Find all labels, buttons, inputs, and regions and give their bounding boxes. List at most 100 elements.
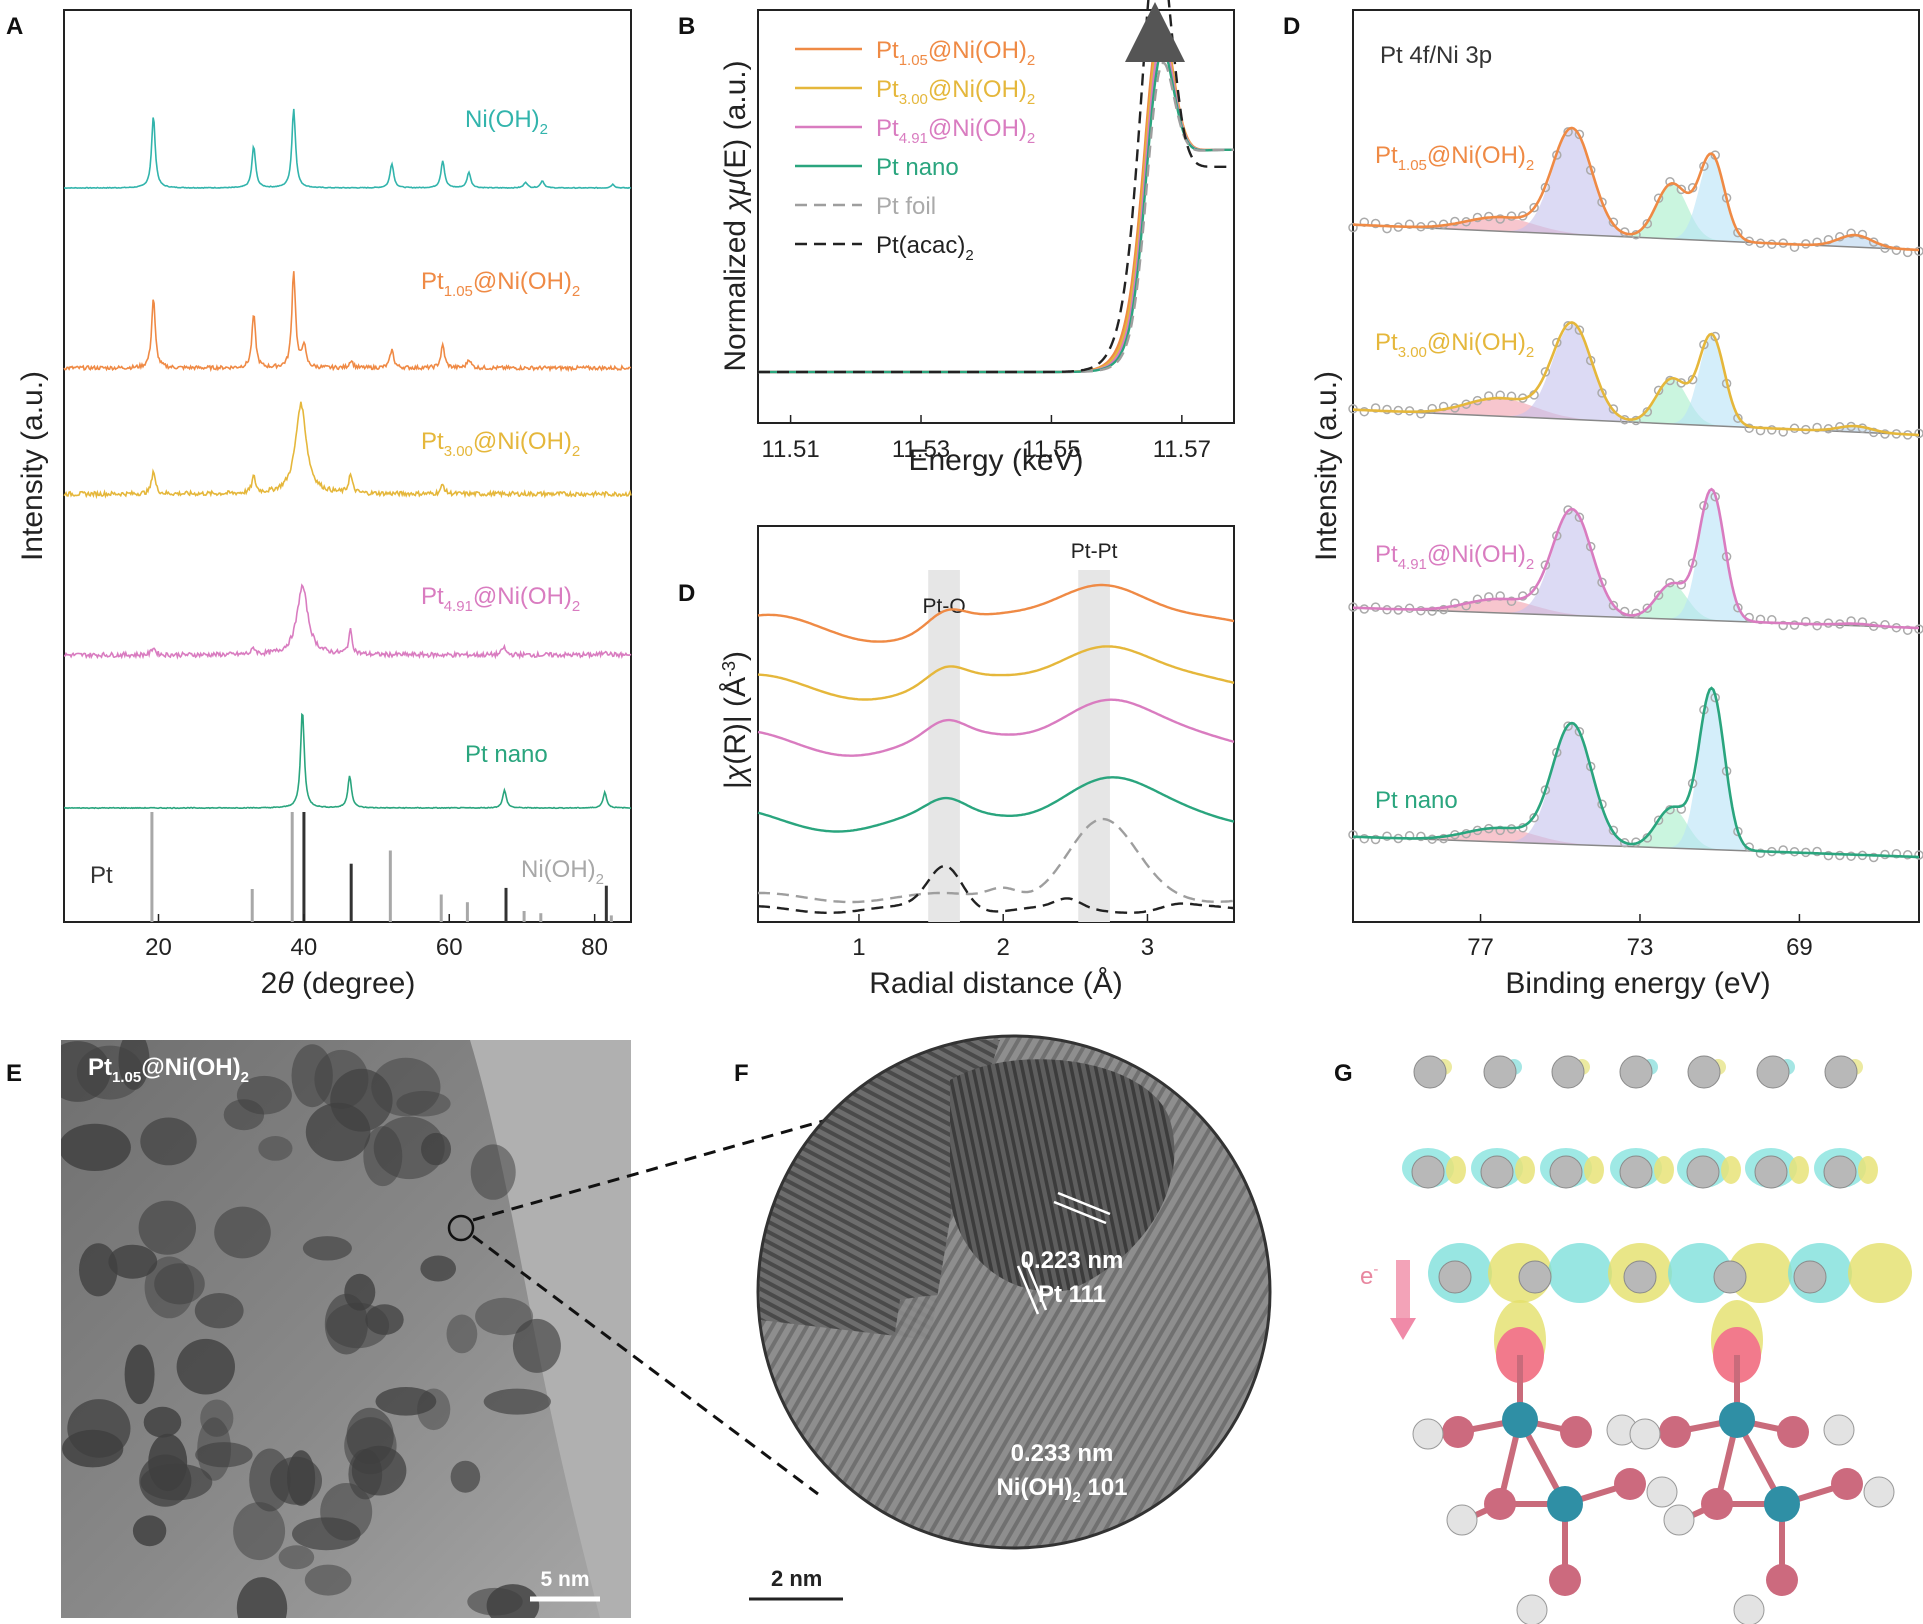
exafs-line-2: [757, 698, 1235, 757]
xrd-tick-2: 60: [436, 934, 463, 961]
xps-comp-1-0: [1353, 398, 1919, 435]
legend-label-1: Pt3.00@Ni(OH)2: [876, 76, 1035, 108]
xps-point: [1812, 846, 1822, 857]
exafs-series-group: Pt-O Pt-Pt: [757, 540, 1235, 922]
tem-particle: [348, 1449, 383, 1500]
pt-atom: [1823, 1155, 1857, 1189]
xps-point: [1495, 825, 1505, 836]
xps-point: [1370, 403, 1381, 413]
h-atom: [1646, 1476, 1678, 1508]
xps-point: [1801, 616, 1811, 627]
zoom-line-top: [472, 1108, 863, 1222]
tem-particle: [344, 1273, 376, 1311]
xps-point: [1563, 127, 1573, 137]
o-atom: [1701, 1488, 1733, 1520]
tem-particle: [446, 1314, 478, 1354]
tem-particle: [62, 1429, 124, 1468]
xps-tick-1: 73: [1627, 934, 1654, 961]
tem-particle: [365, 1304, 404, 1335]
xps-point: [1676, 579, 1687, 590]
xps-point: [1755, 848, 1766, 858]
xps-point: [1891, 245, 1902, 255]
xps-point: [1902, 625, 1913, 635]
hrtem-fringe-marker-2: [1024, 1261, 1048, 1311]
xps-point: [1574, 325, 1585, 335]
pt-atom: [1551, 1055, 1585, 1089]
xps-point: [1370, 834, 1381, 845]
o-atom: [1614, 1468, 1646, 1500]
pt-atom: [1549, 1155, 1583, 1189]
xps-point: [1778, 620, 1788, 631]
xps-point: [1778, 845, 1788, 855]
tem-particle: [305, 1102, 371, 1162]
tem-particle: [371, 1057, 441, 1117]
tem-particle: [194, 1293, 244, 1329]
hrtem-spacing-1: 0.223 nm: [1021, 1247, 1124, 1274]
o-atom: [1560, 1416, 1592, 1448]
xps-point: [1733, 227, 1743, 238]
xrd-series-group: [63, 108, 632, 922]
o-atom: [1442, 1416, 1474, 1448]
xps-point: [1676, 184, 1687, 195]
xps-point: [1857, 617, 1868, 627]
pt-atom: [1754, 1155, 1788, 1189]
hrtem-plane-2: Ni(OH)2 101: [996, 1474, 1127, 1506]
xps-point: [1574, 512, 1585, 523]
legend-label-3: Pt nano: [876, 154, 959, 181]
tem-particle: [475, 1297, 534, 1336]
o-atom: [1766, 1564, 1798, 1596]
xps-point: [1914, 246, 1923, 256]
xps-point: [1416, 409, 1426, 419]
xrd-line-0: [64, 108, 632, 190]
xps-point: [1438, 833, 1449, 844]
xps-x-label: Binding energy (eV): [1505, 967, 1770, 1000]
tem-particle: [79, 1243, 118, 1297]
pt-atom: [1824, 1055, 1858, 1089]
xps-comp-3-3: [1353, 689, 1919, 857]
xrd-tick-3: 80: [581, 934, 608, 961]
tem-particle: [467, 1587, 523, 1616]
pt-atom: [1483, 1055, 1517, 1089]
exafs-tick-0: 1: [852, 934, 865, 961]
panel-c-letter: D: [678, 580, 695, 607]
xps-fit-0: [1352, 126, 1920, 252]
xps-point: [1348, 222, 1358, 233]
tem-particle: [61, 1041, 111, 1102]
pt-atom: [1687, 1055, 1721, 1089]
xps-label-pt300: Pt3.00@Ni(OH)2: [1375, 329, 1534, 361]
xps-point: [1891, 849, 1902, 859]
panel-g: G e-: [1334, 1055, 1912, 1624]
xanes-legend: Pt1.05@Ni(OH)2 Pt3.00@Ni(OH)2 Pt4.91@Ni(OH…: [795, 37, 1035, 264]
pt-atom: [1411, 1155, 1445, 1189]
xps-point: [1902, 850, 1913, 860]
exafs-band-0: [928, 570, 960, 922]
xps-point: [1529, 202, 1539, 213]
ni-atom: [1719, 1402, 1755, 1438]
xps-point: [1427, 606, 1437, 616]
xps-point: [1416, 605, 1426, 616]
tem-sample-label: Pt1.05@Ni(OH)2: [88, 1054, 249, 1086]
tem-particle: [223, 1099, 265, 1131]
xps-point: [1789, 620, 1800, 630]
tem-particle: [132, 1515, 167, 1547]
tem-particle: [124, 1344, 155, 1405]
panel-e: E Pt1.05@Ni(OH)2 5 nm: [6, 1040, 631, 1618]
xrd-line-1: [63, 271, 632, 373]
tem-particle: [420, 1255, 457, 1282]
xanes-x-ticks: 11.51 11.53 11.55 11.57: [761, 415, 1211, 463]
pt-atom: [1619, 1055, 1653, 1089]
tem-particle: [236, 1577, 288, 1618]
exafs-band-1: [1078, 570, 1110, 922]
legend-label-2: Pt4.91@Ni(OH)2: [876, 115, 1035, 147]
hrtem-circle-frame: [756, 1034, 1272, 1550]
panel-d: D Pt 4f/Ni 3p 77 73 69 Binding energy (eV)…: [1283, 9, 1923, 1000]
xps-point: [1359, 833, 1370, 844]
exafs-line-0: [757, 583, 1235, 643]
exafs-line-4: [758, 817, 1235, 904]
xrd-label-ptnano: Pt nano: [465, 741, 548, 768]
tem-zoom-marker: [447, 1214, 475, 1242]
xanes-tick-0: 11.51: [761, 436, 819, 463]
xps-point: [1529, 585, 1539, 596]
xrd-label-ni: Ni(OH)2: [465, 106, 548, 138]
o-atom: [1549, 1564, 1581, 1596]
